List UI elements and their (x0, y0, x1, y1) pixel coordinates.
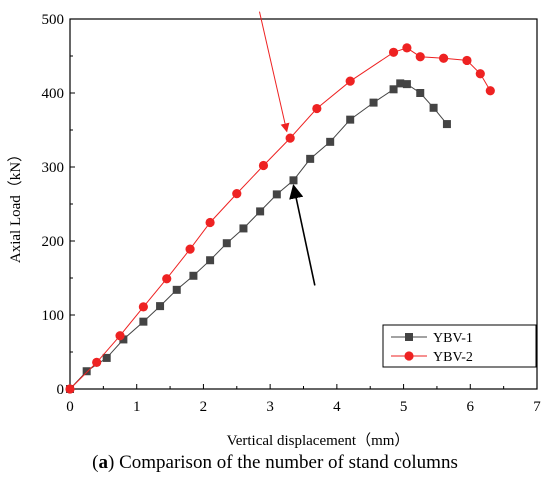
data-point (115, 331, 125, 341)
series-ybv-1 (66, 79, 451, 393)
caption-letter: a (98, 452, 108, 473)
y-tick-label: 500 (42, 12, 65, 28)
x-tick-label: 7 (533, 399, 541, 415)
y-tick-label: 200 (42, 234, 65, 250)
data-point (82, 367, 91, 376)
data-point (416, 89, 425, 97)
data-point (189, 271, 198, 280)
data-point (312, 103, 322, 114)
data-point (442, 120, 451, 129)
data-point (102, 353, 111, 362)
data-point (222, 239, 231, 248)
data-point (162, 274, 172, 284)
data-point (485, 86, 495, 96)
x-tick-label: 1 (133, 399, 141, 415)
data-point (285, 133, 295, 143)
data-point (239, 224, 248, 233)
y-tick-label: 400 (42, 86, 65, 102)
data-point (138, 302, 148, 312)
annotation-arrow (289, 184, 316, 286)
annotation-layer (258, 11, 316, 286)
caption-text: Comparison of the number of stand column… (119, 452, 458, 473)
data-point (369, 98, 378, 107)
data-point (65, 384, 75, 394)
x-tick-label: 3 (266, 399, 274, 415)
data-point (306, 154, 315, 163)
chart: 0 1 2 3 4 5 6 7 0 100 200 300 400 500 Vertical displa… (7, 11, 542, 449)
x-tick-label: 0 (66, 399, 74, 415)
data-point (256, 207, 265, 216)
legend-marker (405, 333, 413, 341)
data-point (396, 79, 405, 88)
data-point (462, 55, 472, 66)
y-axis-title: Axial Load（kN） (7, 147, 24, 263)
data-point (439, 53, 449, 63)
data-point (206, 256, 215, 265)
annotation-arrow (258, 11, 290, 133)
y-tick-label: 100 (42, 308, 65, 324)
data-point (402, 80, 411, 89)
legend-label: YBV-2 (433, 350, 473, 365)
data-point (389, 85, 398, 94)
data-point (258, 160, 269, 171)
series-ybv-2 (65, 43, 495, 394)
y-tick-label: 0 (57, 382, 65, 398)
y-tick-label: 300 (42, 160, 65, 176)
x-axis-title: Vertical displacement（mm） (227, 432, 410, 449)
legend-marker (404, 351, 414, 361)
data-point (429, 103, 438, 112)
data-point (119, 335, 128, 344)
data-point (388, 47, 399, 57)
x-tick-label: 2 (200, 399, 208, 415)
axes: 0 1 2 3 4 5 6 7 0 100 200 300 400 500 (42, 12, 542, 415)
legend-label: YBV-1 (433, 331, 473, 346)
series-layer (65, 43, 495, 394)
data-point (345, 76, 355, 86)
data-point (92, 357, 102, 367)
data-point (326, 137, 335, 146)
data-point (346, 115, 355, 124)
legend: YBV-1 YBV-2 (382, 324, 537, 368)
data-point (475, 69, 485, 79)
data-point (289, 176, 298, 185)
data-point (272, 190, 281, 199)
x-tick-label: 5 (400, 399, 408, 415)
data-point (205, 217, 215, 228)
data-point (172, 285, 181, 294)
data-point (156, 302, 165, 311)
data-point (402, 43, 412, 53)
data-point (232, 189, 242, 199)
data-point (415, 52, 425, 62)
data-point (139, 317, 148, 326)
x-tick-label: 6 (467, 399, 475, 415)
data-point (185, 244, 195, 254)
figure-caption: (a) Comparison of the number of stand co… (92, 452, 458, 473)
x-tick-label: 4 (333, 399, 341, 415)
